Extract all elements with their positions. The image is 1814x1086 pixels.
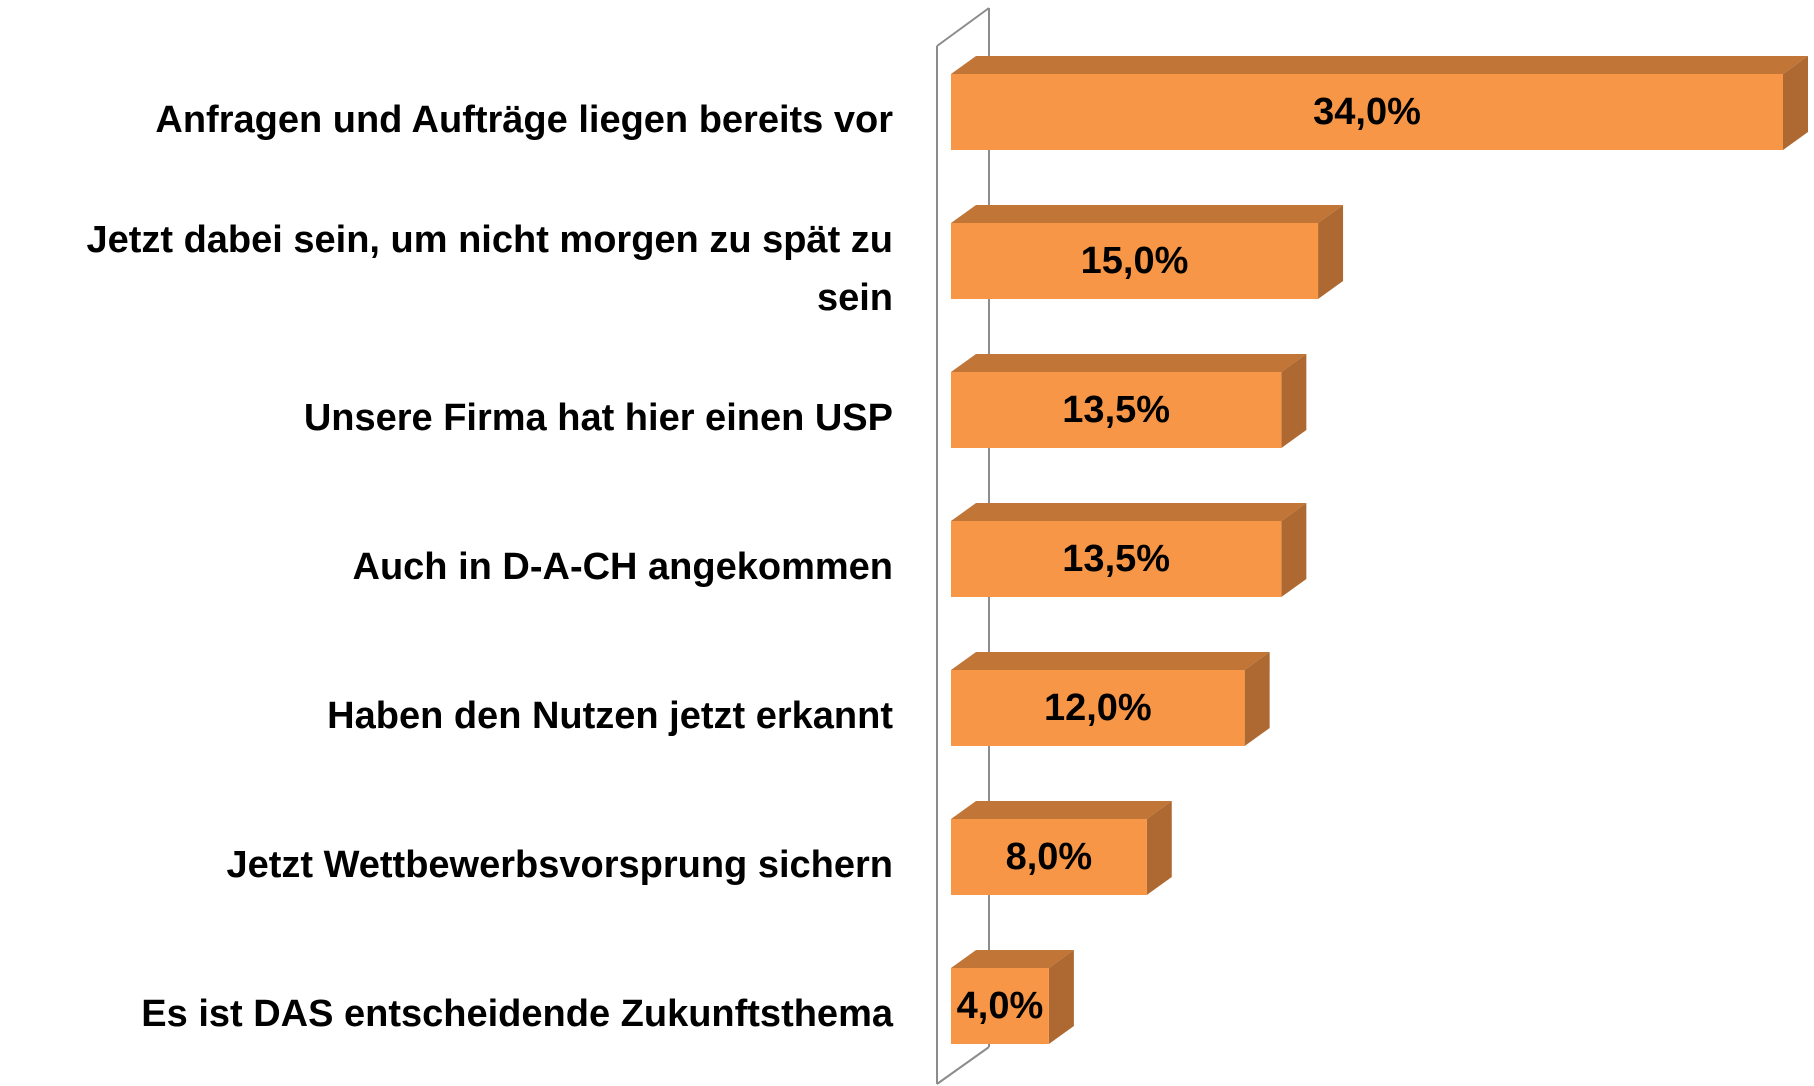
category-label: Anfragen und Aufträge liegen bereits vor — [155, 99, 893, 141]
bar — [951, 968, 1049, 1044]
bar — [951, 819, 1147, 895]
category-label: Unsere Firma hat hier einen USP — [303, 397, 893, 439]
bar-top — [951, 652, 1270, 670]
bar-side — [1783, 56, 1808, 150]
value-label: 4,0% — [957, 985, 1044, 1027]
category-label: Auch in D-A-CH angekommen — [352, 546, 893, 588]
bar — [951, 74, 1783, 150]
bar-side — [1244, 652, 1270, 746]
category-label: Es ist DAS entscheidende Zukunftsthema — [141, 993, 893, 1035]
value-label: 15,0% — [1081, 240, 1189, 282]
bar-side — [1281, 354, 1307, 448]
bar — [951, 223, 1319, 299]
value-label: 12,0% — [1044, 687, 1152, 729]
bar-top — [951, 503, 1307, 521]
value-label: 13,5% — [1062, 538, 1170, 580]
value-label: 8,0% — [1006, 836, 1093, 878]
bar-side — [1146, 801, 1172, 895]
bar — [951, 372, 1282, 448]
bar-top — [951, 354, 1307, 372]
value-label: 34,0% — [1313, 91, 1421, 133]
bar-side — [1048, 950, 1074, 1044]
bar-side — [1318, 205, 1344, 299]
bar-top — [951, 801, 1172, 819]
category-label: Jetzt Wettbewerbsvorsprung sichern — [226, 844, 893, 886]
category-label: Jetzt dabei sein, um nicht morgen zu spä… — [86, 219, 893, 319]
bar-side — [1281, 503, 1307, 597]
category-label: Haben den Nutzen jetzt erkannt — [327, 695, 893, 737]
bar — [951, 670, 1245, 746]
bar-top — [951, 205, 1344, 223]
bar-top — [951, 950, 1074, 968]
value-label: 13,5% — [1062, 389, 1170, 431]
bar — [951, 521, 1282, 597]
bar-top — [951, 56, 1808, 74]
